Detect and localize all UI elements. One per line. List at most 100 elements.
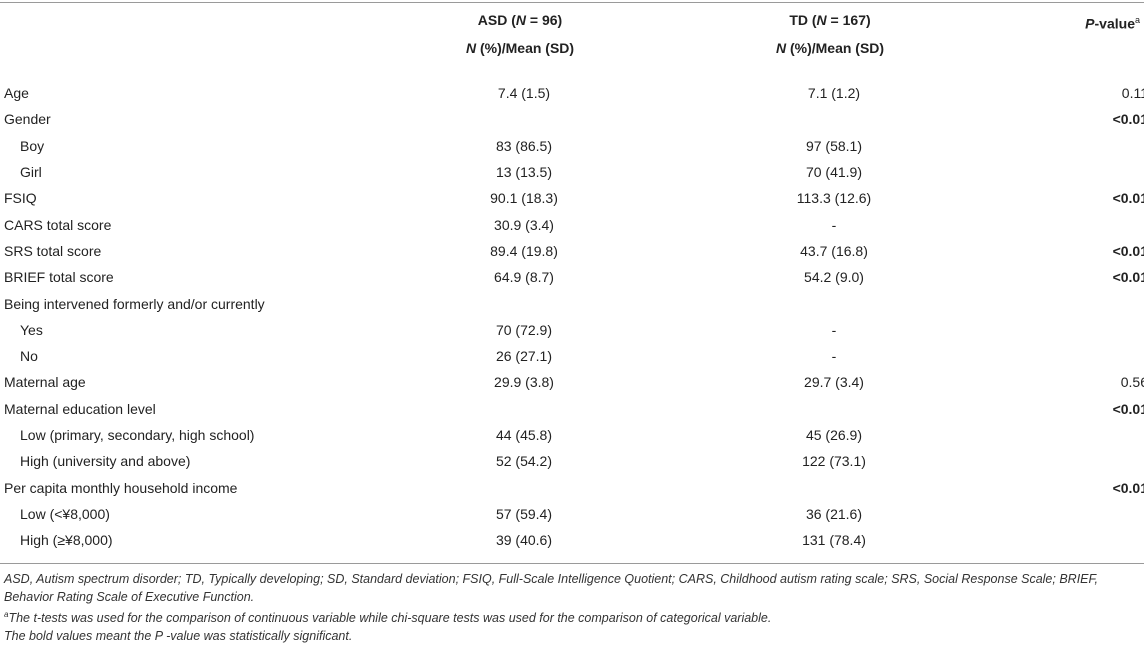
td-value [734,396,934,422]
abbreviation-note: ASD, Autism spectrum disorder; TD, Typic… [4,572,1099,604]
spacer [624,369,734,395]
asd-value: 44 (45.8) [495,427,553,443]
td-value [734,106,934,132]
table-row: Girl 13 (13.5) 70 (41.9) [0,159,1144,185]
table-row: BRIEF total score 64.9 (8.7) 54.2 (9.0) <0.… [0,264,1144,290]
spacer [934,343,1038,369]
row-label: Age [4,85,29,102]
table-row: High (university and above) 52 (54.2) 122 … [0,448,1144,474]
p-value: <0.01 [1112,111,1144,128]
spacer [624,185,734,211]
td-value: 122 (73.1) [802,453,866,470]
header-asd: ASD (N = 96) [477,12,563,28]
td-value: 29.7 (3.4) [804,374,864,391]
p-value [1038,422,1144,448]
asd-value [424,290,624,316]
header-pvalue: P-valuea [1085,15,1140,32]
asd-value: 29.9 (3.8) [494,374,554,391]
p-value: 0.11 [1121,85,1144,102]
spacer [624,264,734,290]
asd-value [424,396,624,422]
p-value: <0.01 [1112,479,1144,496]
td-value [734,474,934,500]
asd-value: 90.1 (18.3) [490,190,558,207]
table-row: Age 7.4 (1.5) 7.1 (1.2) 0.11 [0,80,1144,106]
p-value: <0.01 [1112,190,1144,207]
spacer [934,317,1038,343]
spacer [934,159,1038,185]
spacer [934,369,1038,395]
spacer [934,422,1038,448]
td-value: - [831,348,837,365]
td-value: 97 (58.1) [805,137,863,154]
table-row: Yes 70 (72.9) - [0,317,1144,343]
table-row: Low (<¥8,000) 57 (59.4) 36 (21.6) [0,501,1144,527]
asd-value: 83 (86.5) [495,137,553,154]
row-label: Gender [4,111,51,128]
row-label: Girl [20,164,42,181]
td-value: 43.7 (16.8) [800,242,868,259]
spacer [934,238,1038,264]
row-label: Low (primary, secondary, high school) [20,427,255,443]
row-label: Maternal age [4,374,86,391]
table-row: CARS total score 30.9 (3.4) - - [0,211,1144,237]
asd-value [424,474,624,500]
spacer [624,106,734,132]
asd-value: 64.9 (8.7) [494,269,554,286]
td-value: - [831,321,837,338]
td-value: 54.2 (9.0) [804,269,864,286]
spacer [624,133,734,159]
spacer [934,185,1038,211]
asd-value: 30.9 (3.4) [494,216,554,233]
bold-values-note: The bold values meant the P -value was s… [4,628,353,643]
row-label: Being intervened formerly and/or current… [4,295,265,312]
asd-value: 52 (54.2) [495,453,553,470]
table-row: Low (primary, secondary, high school) 44 … [0,422,1144,448]
asd-value: 13 (13.5) [495,164,553,181]
row-label: No [20,348,38,365]
spacer [624,159,734,185]
asd-value [424,106,624,132]
bottom-rule [0,563,1144,564]
table-body: Age 7.4 (1.5) 7.1 (1.2) 0.11 Gender <0.01 Boy 8… [0,80,1144,553]
td-value: 131 (78.4) [802,532,866,549]
row-label: Low (<¥8,000) [20,505,110,522]
spacer [934,264,1038,290]
td-value: 7.1 (1.2) [807,85,861,102]
spacer [624,80,734,106]
spacer [624,317,734,343]
table-row: FSIQ 90.1 (18.3) 113.3 (12.6) <0.01 [0,185,1144,211]
spacer [624,238,734,264]
td-value: 36 (21.6) [805,505,863,522]
p-value: <0.01 [1112,269,1144,286]
spacer [934,290,1038,316]
asd-value: 39 (40.6) [495,532,553,549]
row-label: High (≥¥8,000) [20,532,113,549]
p-value: - [1038,211,1144,237]
header-td: TD (N = 167) [789,12,871,28]
spacer [934,211,1038,237]
spacer [934,80,1038,106]
p-value [1038,159,1144,185]
td-value: - [831,216,837,233]
spacer [934,527,1038,553]
table-row: Maternal age 29.9 (3.8) 29.7 (3.4) 0.56 [0,369,1144,395]
table-row: No 26 (27.1) - [0,343,1144,369]
row-label: CARS total score [4,216,112,233]
p-value [1038,343,1144,369]
spacer [624,396,734,422]
table-row: Gender <0.01 [0,106,1144,132]
p-value: 0.56 [1120,374,1144,391]
spacer [934,448,1038,474]
spacer [624,527,734,553]
spacer [624,290,734,316]
asd-value: 7.4 (1.5) [497,85,551,102]
p-value: - [1038,290,1144,316]
spacer [934,501,1038,527]
spacer [624,343,734,369]
table-row: Being intervened formerly and/or current… [0,290,1144,316]
spacer [934,133,1038,159]
row-label: BRIEF total score [4,269,114,286]
spacer [934,474,1038,500]
